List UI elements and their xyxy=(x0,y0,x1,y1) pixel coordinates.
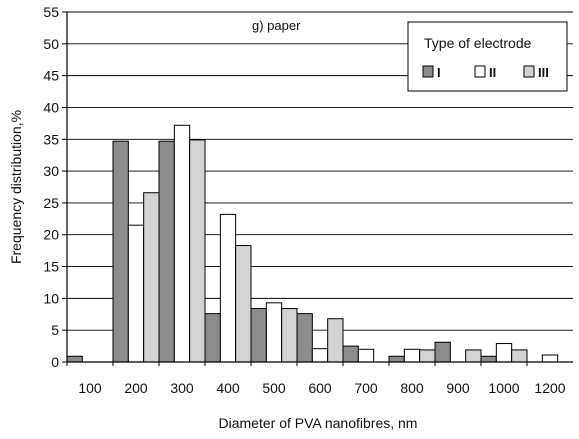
bar-series-I-900 xyxy=(434,341,451,363)
bar-series-III-200 xyxy=(143,192,160,363)
bar-series-II-800 xyxy=(403,348,421,363)
bar-series-III-900 xyxy=(465,349,482,363)
bar-series-I-400 xyxy=(204,313,221,363)
bar-series-II-300 xyxy=(173,124,191,363)
x-tick-label: 100 xyxy=(78,380,102,396)
y-tick-label: 45 xyxy=(43,68,59,84)
bar-series-III-600 xyxy=(327,318,344,363)
legend-label-III: III xyxy=(538,65,549,80)
y-tick-label: 15 xyxy=(43,259,59,275)
x-tick-label: 700 xyxy=(354,380,378,396)
x-tick-label: 500 xyxy=(262,380,286,396)
y-tick-label: 55 xyxy=(43,4,59,20)
bar-series-II-1200 xyxy=(541,354,559,363)
x-tick-label: 900 xyxy=(446,380,470,396)
bar-series-II-1000 xyxy=(495,343,513,363)
y-axis-ticks: 0 5 10 15 20 25 30 35 40 45 50 55 xyxy=(43,4,67,370)
y-axis-title: Frequency distribution,% xyxy=(8,110,24,264)
bar-series-III-800 xyxy=(419,349,436,363)
bar-series-I-100 xyxy=(66,355,83,363)
x-tick-label: 1200 xyxy=(534,380,565,396)
bar-series-III-300 xyxy=(189,139,206,363)
bar-series-I-1000 xyxy=(480,355,497,363)
axes xyxy=(66,12,573,363)
y-tick-label: 10 xyxy=(43,290,59,306)
bar-series-III-1000 xyxy=(511,349,528,363)
bar-series-II-500 xyxy=(265,302,283,363)
bar-series-III-400 xyxy=(235,245,252,363)
legend-swatch-III xyxy=(523,65,535,78)
bar-series-II-200 xyxy=(127,224,145,363)
bar-series-III-500 xyxy=(281,308,298,363)
x-tick-label: 300 xyxy=(170,380,194,396)
y-tick-label: 5 xyxy=(51,322,59,338)
y-tick-label: 35 xyxy=(43,131,59,147)
legend-swatch-I xyxy=(422,65,434,78)
bar-series-I-600 xyxy=(296,313,313,363)
x-tick-label: 1000 xyxy=(488,380,519,396)
bar-series-I-700 xyxy=(342,345,359,363)
x-axis-ticks: 100 200 300 400 500 600 700 800 900 1000 1200 xyxy=(66,362,566,396)
x-tick-label: 400 xyxy=(216,380,240,396)
bar-series-I-200 xyxy=(112,140,129,363)
bar-series-II-400 xyxy=(219,213,237,363)
y-tick-label: 20 xyxy=(43,227,59,243)
bar-series-I-500 xyxy=(250,308,267,363)
x-axis-title: Diameter of PVA nanofibres, nm xyxy=(219,415,418,431)
chart-annotation: g) paper xyxy=(252,18,301,33)
y-tick-label: 0 xyxy=(51,354,59,370)
legend-title: Type of electrode xyxy=(424,35,532,51)
y-tick-label: 50 xyxy=(43,36,59,52)
y-tick-label: 25 xyxy=(43,195,59,211)
legend-label-II: II xyxy=(489,65,496,80)
bar-series-II-600 xyxy=(311,348,329,363)
legend: Type of electrode I II III xyxy=(407,21,568,92)
x-tick-label: 200 xyxy=(124,380,148,396)
x-tick-label: 600 xyxy=(308,380,332,396)
legend-items: I II III xyxy=(422,65,549,80)
bar-series-II-700 xyxy=(357,348,375,363)
legend-box xyxy=(407,21,568,92)
y-tick-label: 40 xyxy=(43,99,59,115)
bar-series-I-800 xyxy=(388,355,405,363)
legend-swatch-II xyxy=(474,65,486,78)
x-tick-label: 800 xyxy=(400,380,424,396)
y-tick-label: 30 xyxy=(43,163,59,179)
legend-label-I: I xyxy=(437,65,441,80)
bar-series-I-300 xyxy=(158,140,175,363)
